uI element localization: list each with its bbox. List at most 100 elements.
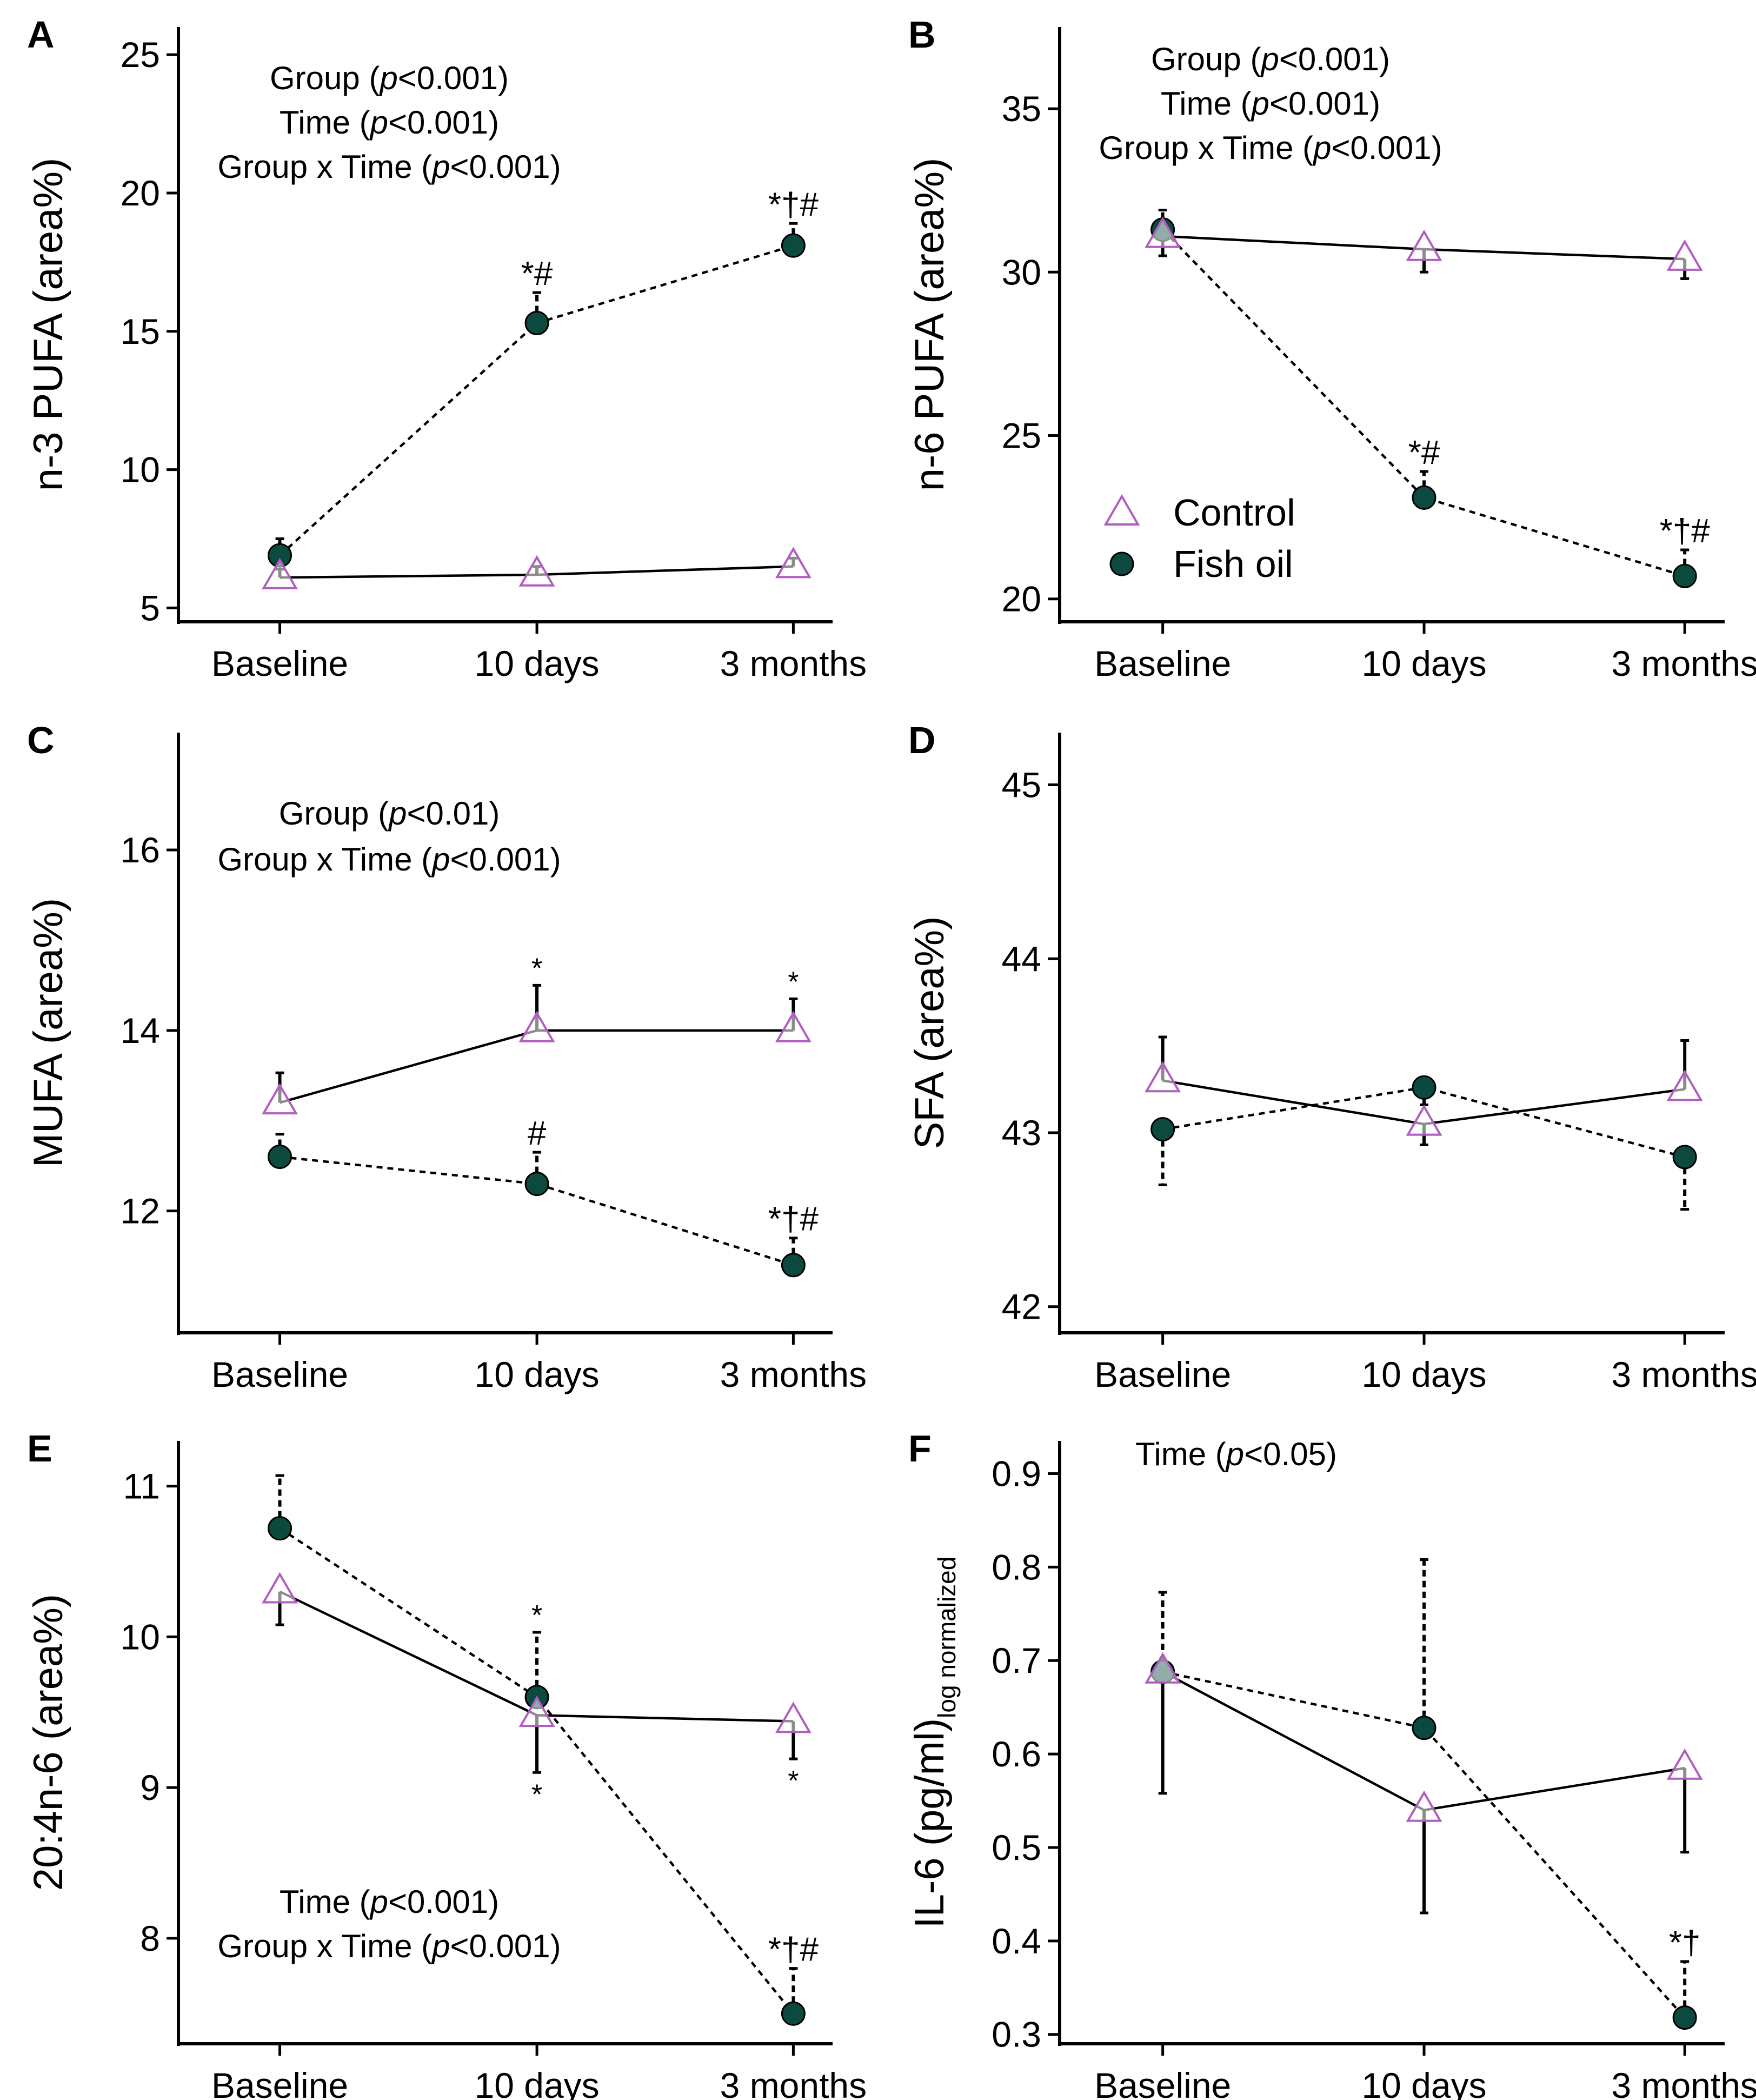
panel-d: D 42 43 44 45 Baseline 10 days 3 months SFA (are… [907,719,1756,1394]
x-tick-label: Baseline [1094,643,1231,683]
control-point [1666,239,1703,271]
fishoil-line [1162,229,1685,577]
fishoil-line [280,1155,794,1266]
stat-annotation-p: p [369,1884,388,1920]
y-tick-label: 0.6 [992,1734,1041,1774]
stat-annotation-prefix: Time ( [1161,85,1252,122]
x-tick-label: 10 days [474,1354,599,1394]
stat-annotation-value: <0.001) [450,149,561,185]
stat-annotation-value: <0.001) [1279,41,1390,77]
fishoil-point [1412,1716,1436,1740]
control-point [775,1011,812,1042]
y-axis-label: IL-6 (pg/ml)log normalized [907,1557,961,1929]
y-tick-label: 10 [121,1617,160,1657]
control-significance-label: * [531,1779,542,1810]
y-axis-label-main: n-3 PUFA (area%) [25,158,71,491]
fishoil-line [1162,1670,1686,2019]
stat-annotation-prefix: Group ( [279,795,389,832]
fishoil-point [1672,563,1697,588]
x-tick-label: 10 days [1361,643,1486,683]
y-tick-label: 44 [1002,939,1041,979]
y-axis-label-main: 20:4n-6 (area%) [25,1594,71,1891]
fishoil-point [1412,1075,1436,1100]
stat-annotation-prefix: Group x Time ( [217,841,432,878]
stat-annotation: Time (p<0.05) [1135,1436,1337,1472]
fishoil-significance-label: # [528,1115,547,1152]
fishoil-point [1672,2005,1697,2030]
y-tick-label: 30 [1002,252,1041,292]
stat-annotation-value: <0.001) [1331,130,1442,166]
y-tick-label: 0.5 [992,1827,1041,1868]
stat-annotation-value: <0.001) [450,1928,561,1964]
legend-fishoil-label: Fish oil [1173,543,1293,585]
stat-annotation: Group (p<0.001) [1151,41,1390,77]
y-axis-label-subscript: log normalized [933,1557,961,1718]
control-point [262,1083,298,1115]
control-point [775,1702,812,1733]
fishoil-significance-label: *†# [768,1931,819,1969]
control-point [1406,1790,1442,1822]
stat-annotation-value: <0.001) [398,60,509,96]
y-tick-label: 5 [140,588,160,628]
y-tick-label: 8 [140,1918,160,1958]
fishoil-point [781,233,806,258]
fishoil-significance-label: *†# [768,186,819,223]
control-point [518,1011,555,1042]
panel-letter: A [27,14,55,56]
control-point [1666,1069,1703,1101]
y-axis-label: n-6 PUFA (area%) [907,158,953,491]
y-axis-label-main: MUFA (area%) [25,898,71,1167]
x-tick-label: 3 months [720,2065,867,2100]
fishoil-significance-label: *†# [1660,513,1711,550]
y-axis-label-main: SFA (area%) [907,916,953,1149]
control-point [1666,1748,1703,1780]
x-tick-label: Baseline [1094,2065,1231,2100]
y-axis-label-main: IL-6 (pg/ml) [907,1718,953,1929]
stat-annotation: Group x Time (p<0.001) [217,1928,561,1964]
stat-annotation-value: <0.001) [1269,85,1380,122]
y-tick-label: 0.7 [992,1640,1041,1680]
stat-annotation: Group x Time (p<0.001) [217,841,561,878]
stat-annotation-value: <0.01) [407,795,500,832]
x-tick-label: 10 days [1361,2065,1486,2100]
y-tick-label: 0.9 [992,1454,1041,1494]
fishoil-point [781,1253,806,1278]
x-tick-label: 10 days [474,643,599,683]
stat-annotation-value: <0.001) [450,841,561,878]
x-tick-label: 10 days [1361,1354,1486,1394]
y-tick-label: 10 [121,450,160,490]
stat-annotation: Group (p<0.001) [270,60,509,96]
y-tick-label: 0.3 [992,2015,1041,2055]
x-tick-label: Baseline [211,643,348,683]
control-point [1145,216,1181,248]
stat-annotation: Time (p<0.001) [280,1884,499,1920]
stat-annotation-prefix: Time ( [280,104,370,141]
y-tick-label: 20 [121,173,160,213]
y-tick-label: 35 [1002,89,1041,129]
x-tick-label: 3 months [1611,2065,1756,2100]
stat-annotation-p: p [431,841,450,878]
control-point [1406,1104,1442,1136]
stat-annotation-p: p [431,1928,450,1964]
control-point [1145,1061,1181,1093]
control-significance-label: * [788,966,799,998]
stat-annotation: Group (p<0.01) [279,795,500,832]
y-tick-label: 45 [1002,765,1041,805]
stat-annotation-prefix: Group x Time ( [217,1928,432,1964]
control-point [262,1572,298,1604]
panel-a: A 5 10 15 20 25 Baseline 10 days 3 months n-3 PUF… [25,14,867,683]
panel-b: B 20 25 30 35 Baseline 10 days 3 months n-6 PUFA… [907,14,1756,683]
panel-e: E 8 9 10 11 Baseline 10 days 3 months 20:4n-6 (a… [25,1427,867,2100]
x-tick-label: Baseline [211,1354,348,1394]
fishoil-point [268,1516,292,1541]
y-tick-label: 42 [1002,1287,1041,1327]
y-tick-label: 16 [121,830,160,870]
x-tick-label: 3 months [720,643,867,683]
fishoil-significance-label: * [531,1600,542,1631]
control-point [262,557,298,589]
x-tick-label: Baseline [1094,1354,1231,1394]
stat-annotation-p: p [378,60,397,96]
y-axis-label-main: n-6 PUFA (area%) [907,158,953,491]
panel-c: C 12 14 16 Baseline 10 days 3 months MUFA (area… [25,719,867,1394]
stat-annotation-prefix: Group x Time ( [1099,130,1313,166]
